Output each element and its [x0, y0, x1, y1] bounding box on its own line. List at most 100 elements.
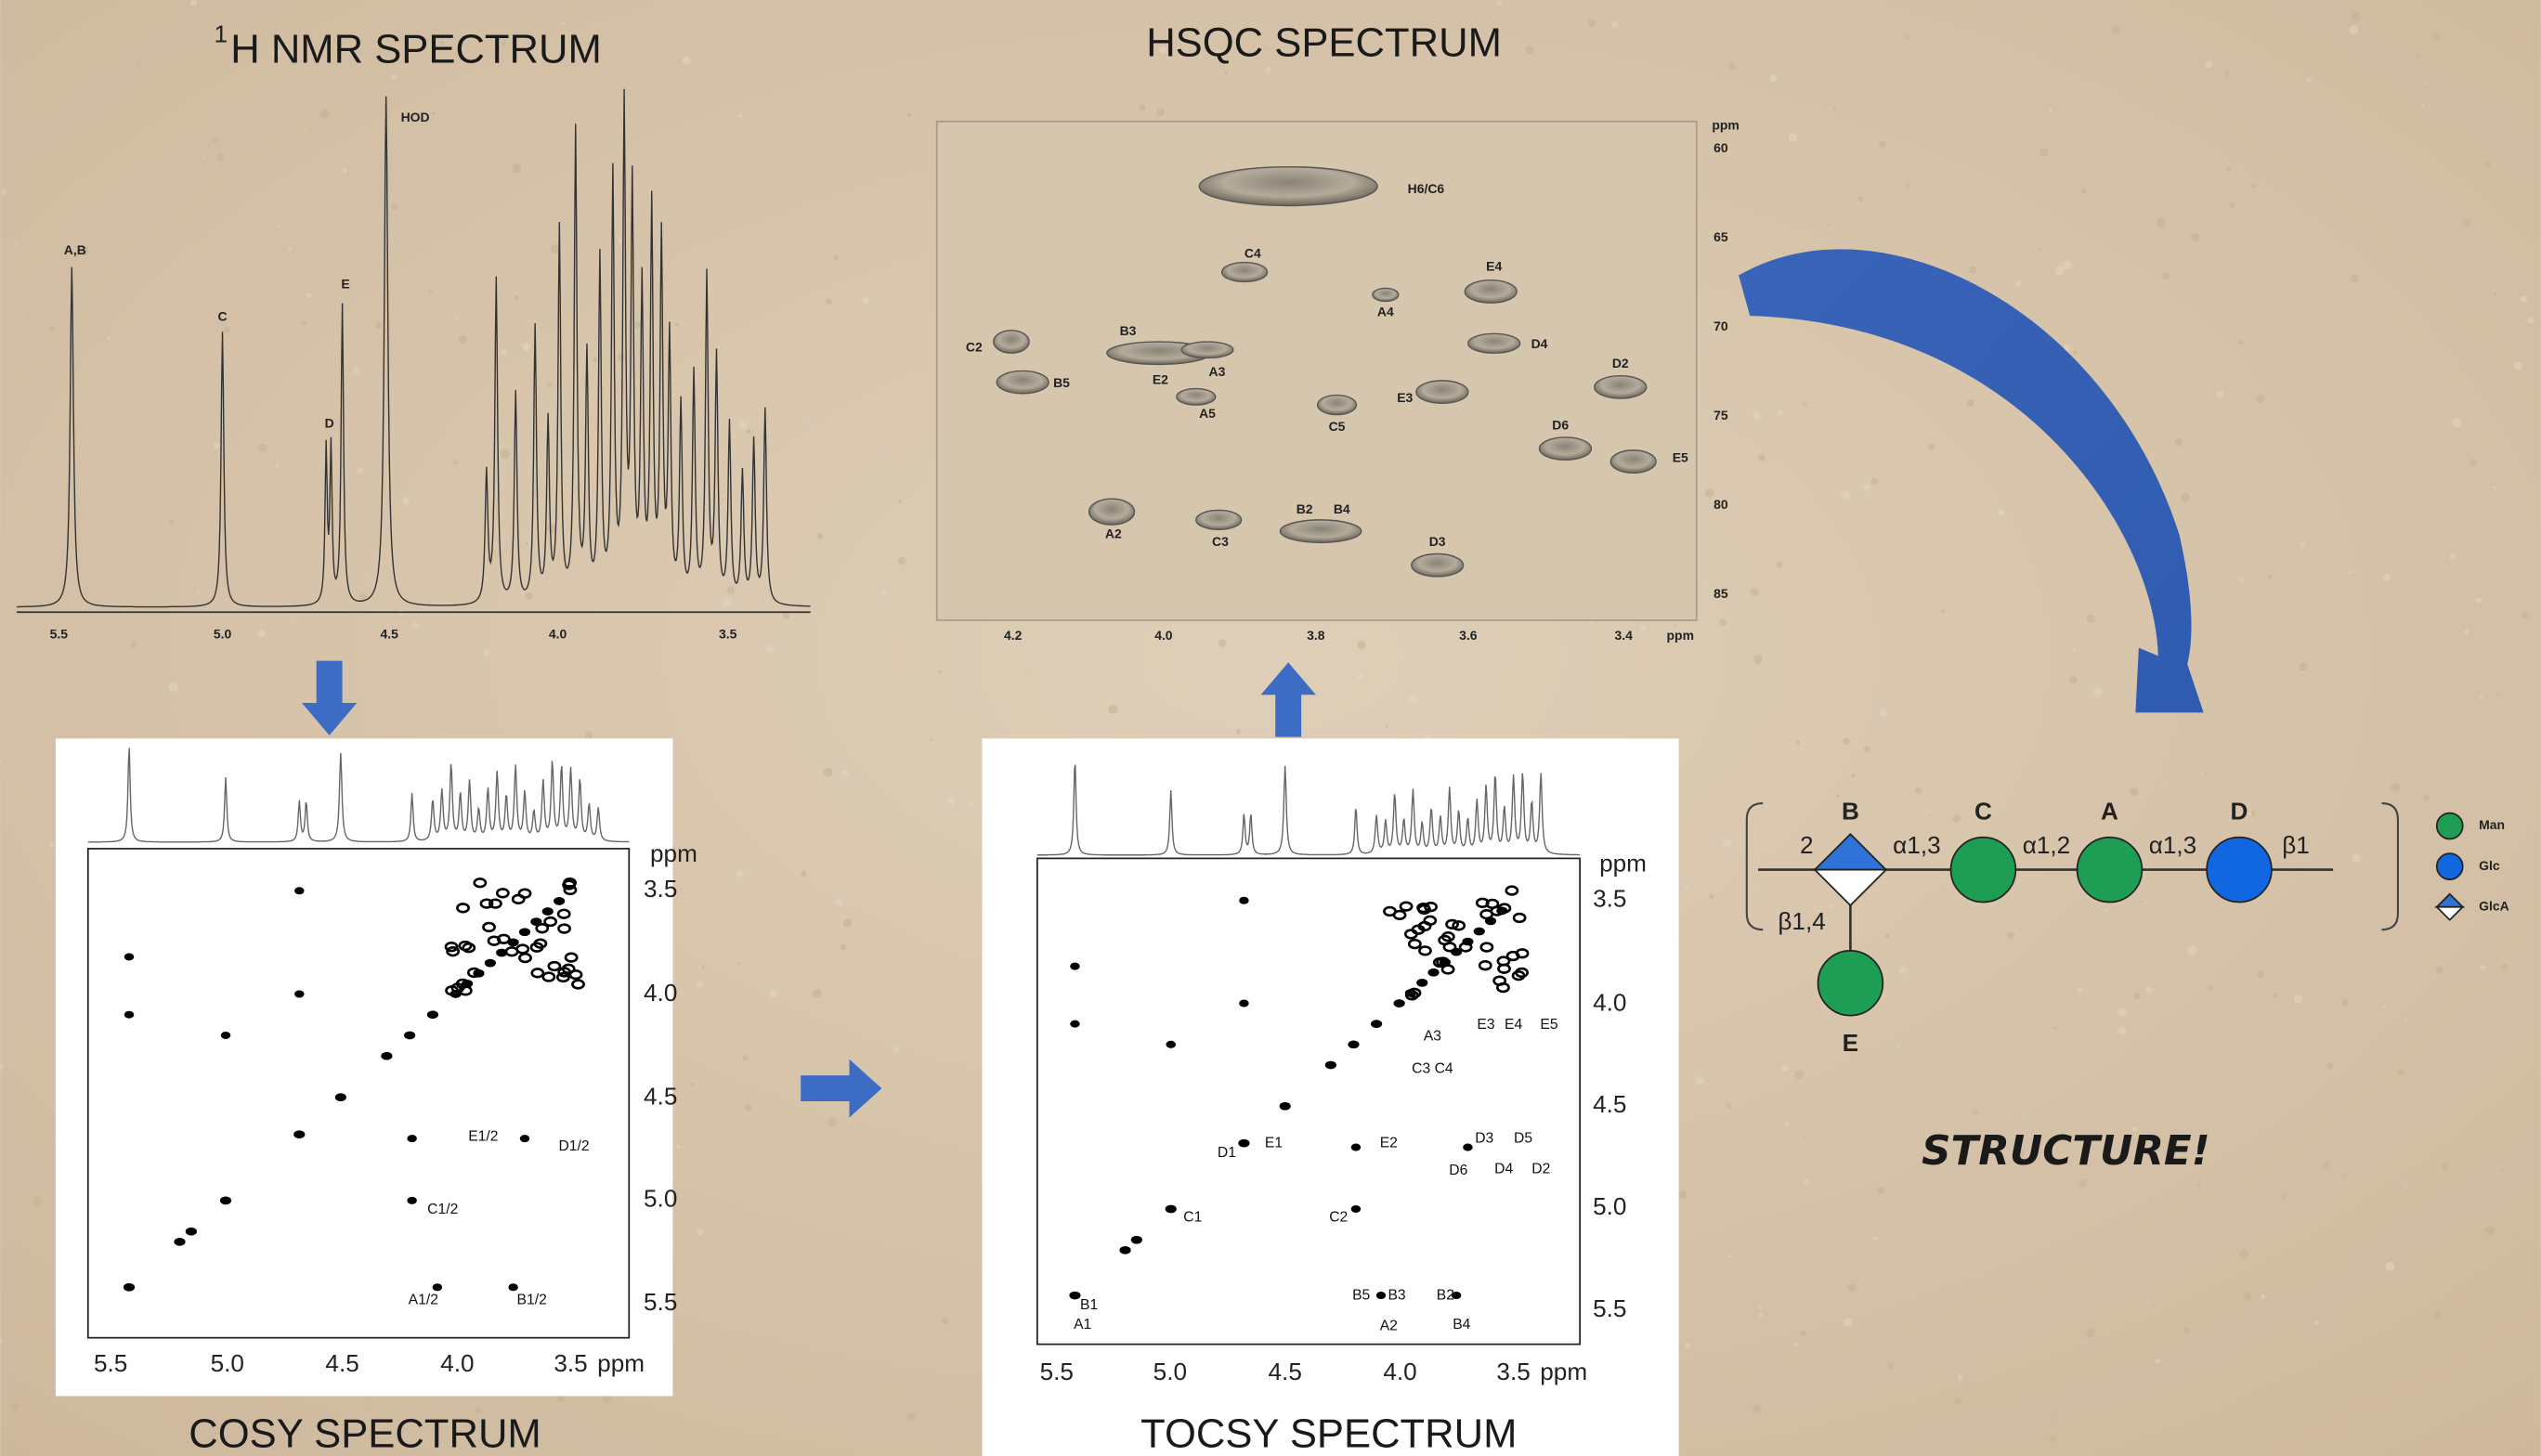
label: 1	[215, 20, 228, 47]
speck	[2521, 612, 2529, 619]
label: TOCSY SPECTRUM	[1140, 1412, 1517, 1456]
hsqc-contour	[1196, 510, 1242, 529]
label: B2	[1297, 501, 1313, 516]
speck	[1804, 1138, 1805, 1139]
speck	[2394, 529, 2396, 531]
man-a	[2078, 838, 2143, 903]
speck	[1611, 21, 1618, 28]
speck	[907, 113, 912, 118]
speck	[2398, 1070, 2404, 1076]
label: 3.5	[554, 1349, 587, 1377]
speck	[2442, 1163, 2449, 1170]
speck	[1804, 1179, 1808, 1184]
speck	[1930, 815, 1932, 817]
speck	[1879, 140, 1886, 148]
label: 5.0	[644, 1184, 677, 1212]
label: C5	[1329, 419, 1346, 434]
speck	[1843, 738, 1849, 745]
label: D	[325, 416, 334, 431]
speck	[2314, 1320, 2319, 1325]
speck	[881, 590, 887, 595]
speck	[1759, 1313, 1763, 1317]
diagonal-peak	[1416, 979, 1427, 987]
label: B5	[1352, 1287, 1370, 1303]
speck	[15, 242, 17, 244]
speck	[2421, 104, 2424, 107]
speck	[2208, 984, 2213, 990]
label: 65	[1714, 229, 1728, 244]
hsqc-contour	[1416, 381, 1468, 403]
speck	[2053, 1026, 2057, 1030]
speck	[1526, 46, 1535, 55]
speck	[833, 255, 839, 261]
diagonal-peak	[554, 897, 565, 905]
label: 3.8	[1307, 628, 1325, 643]
label: 3.4	[1615, 628, 1634, 643]
speck	[2197, 1183, 2201, 1187]
speck	[1140, 105, 1146, 111]
speck	[2425, 81, 2427, 83]
speck	[898, 557, 906, 566]
hsqc-contour	[1373, 288, 1399, 301]
cross-peak	[1166, 1041, 1176, 1048]
speck	[1258, 81, 1260, 83]
diagonal-peak	[174, 1238, 185, 1246]
speck	[310, 129, 312, 131]
speck	[1888, 1363, 1895, 1370]
speck	[2039, 148, 2049, 157]
diagonal-peak	[404, 1032, 415, 1040]
speck	[547, 524, 555, 532]
speck	[2268, 574, 2273, 578]
speck	[1851, 774, 1856, 778]
label: STRUCTURE!	[1922, 1128, 2209, 1175]
hsqc-contour	[1177, 389, 1216, 405]
speck	[1842, 491, 1850, 500]
speck	[1781, 1065, 1788, 1072]
speck	[2383, 574, 2391, 581]
label: E4	[1486, 258, 1502, 273]
speck	[1789, 133, 1798, 142]
cross-peak	[1239, 999, 1248, 1007]
speck	[813, 989, 822, 998]
speck	[2015, 280, 2022, 286]
hsqc-contour	[1540, 437, 1592, 460]
label: 4.0	[440, 1349, 474, 1377]
speck	[1973, 1110, 1978, 1115]
cross-peak	[124, 1011, 134, 1019]
speck	[2007, 931, 2014, 939]
diagonal-peak	[485, 959, 496, 968]
speck	[1386, 725, 1388, 728]
speck	[893, 1046, 899, 1052]
hsqc-contour	[1412, 554, 1464, 577]
speck	[501, 350, 506, 356]
speck	[2476, 598, 2482, 604]
speck	[2463, 220, 2469, 226]
diagonal-peak	[1371, 1020, 1382, 1028]
cross-peak	[1351, 1144, 1361, 1151]
speck	[2216, 390, 2223, 397]
cross-peak	[1376, 1292, 1386, 1299]
label: E4	[1505, 1017, 1522, 1033]
label: C	[1974, 797, 1992, 825]
speck	[483, 650, 489, 656]
speck	[2145, 987, 2152, 994]
speck	[2148, 1301, 2150, 1303]
speck	[840, 943, 847, 950]
speck	[766, 645, 774, 653]
speck	[1870, 477, 1878, 485]
speck	[2187, 945, 2196, 955]
speck	[1864, 747, 1870, 753]
diagonal-peak	[1238, 1139, 1249, 1148]
speck	[1758, 454, 1766, 462]
speck	[2351, 275, 2359, 283]
label: 85	[1714, 586, 1728, 601]
speck	[2300, 542, 2305, 547]
label: 80	[1714, 497, 1728, 512]
speck	[197, 591, 200, 593]
speck	[1967, 399, 1975, 408]
speck	[1357, 641, 1365, 649]
cross-peak	[1463, 1144, 1472, 1151]
label: C3 C4	[1412, 1060, 1453, 1076]
speck	[736, 870, 743, 877]
speck	[1686, 1343, 1691, 1348]
